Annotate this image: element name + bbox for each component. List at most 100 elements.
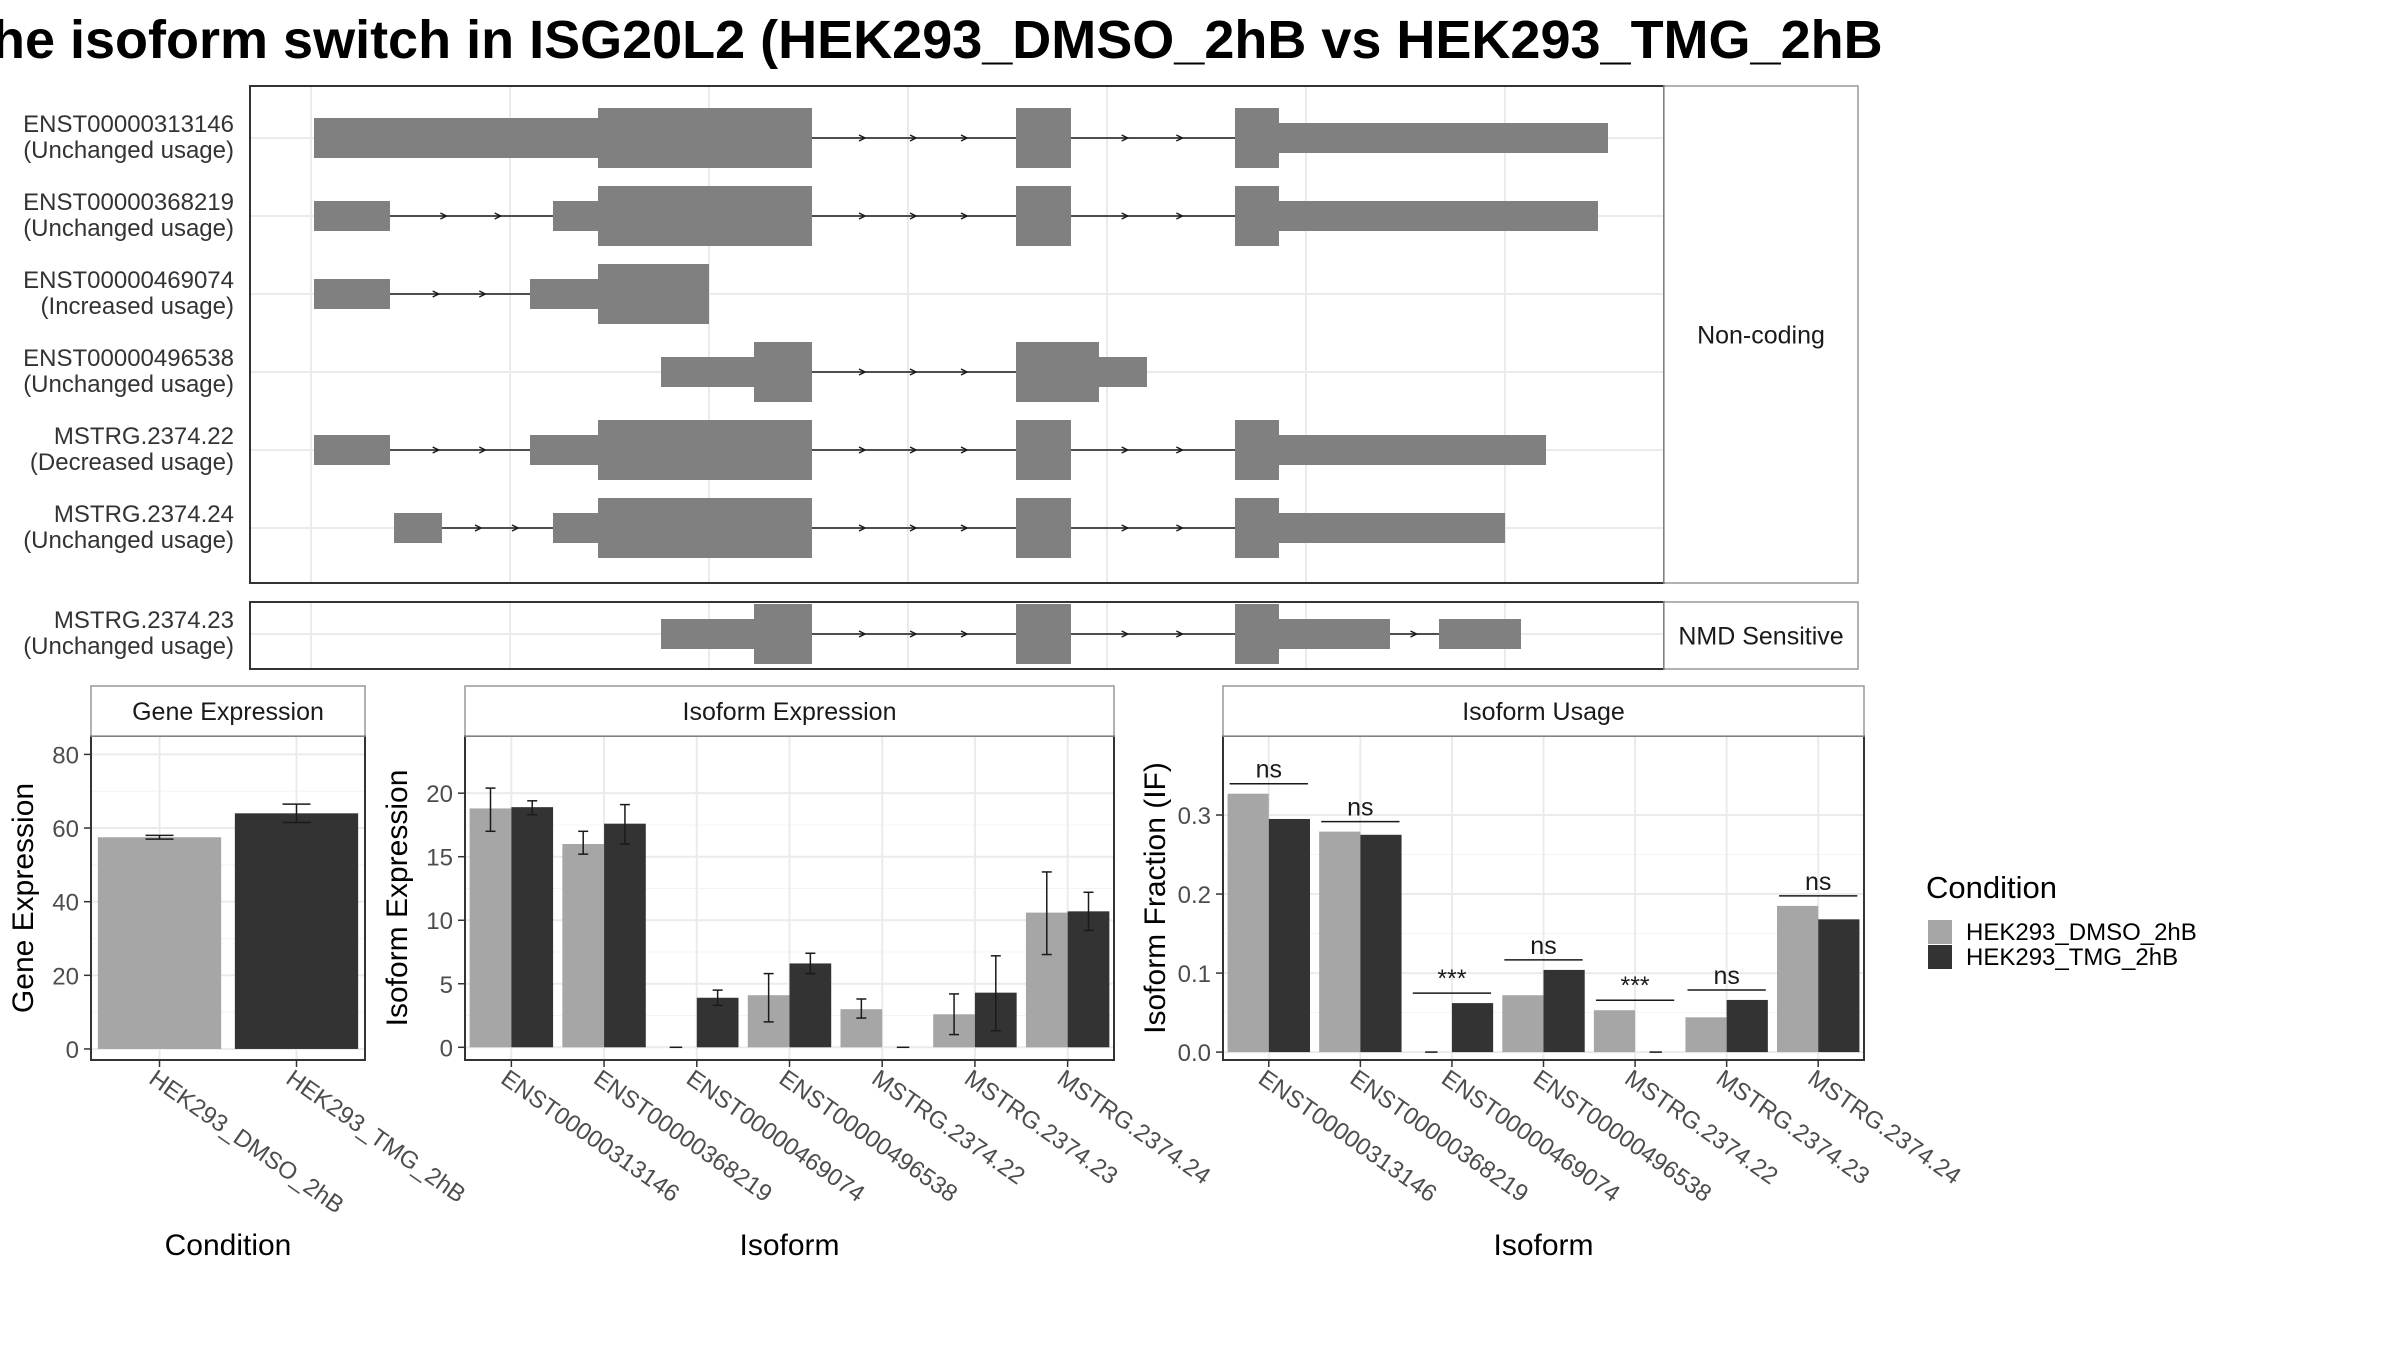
exon-block [754, 604, 812, 664]
y-tick-label: 60 [52, 816, 79, 843]
intron-arrow [1175, 630, 1185, 638]
transcript-row: MSTRG.2374.24(Unchanged usage) [23, 498, 1505, 558]
panel-strip [1222, 685, 1865, 737]
transcript-id-label: ENST00000368219 [23, 189, 234, 216]
y-tick-label: 20 [426, 781, 453, 808]
exon-block [1235, 186, 1279, 246]
intron-arrow [909, 524, 918, 532]
intron-arrow [858, 630, 867, 638]
intron-arrow [960, 212, 969, 220]
x-axis-title: Isoform [739, 1229, 839, 1262]
exon-block [598, 186, 812, 246]
exon-block [530, 279, 598, 309]
transcript-usage-label: (Unchanged usage) [23, 371, 234, 398]
transcript-usage-label: (Unchanged usage) [23, 137, 234, 164]
structure-strip-label: Non-coding [1697, 322, 1825, 350]
intron-arrow [439, 212, 449, 220]
exon-block [1235, 420, 1279, 480]
intron-arrow [511, 524, 520, 532]
intron-arrow [432, 446, 441, 454]
intron-arrow [909, 630, 918, 638]
y-tick-label: 0.0 [1178, 1040, 1211, 1067]
transcript-usage-label: (Unchanged usage) [23, 215, 234, 242]
transcript-row: ENST00000496538(Unchanged usage) [23, 342, 1147, 402]
intron-arrow [1121, 134, 1130, 142]
significance-label: ns [1347, 794, 1373, 822]
transcript-id-label: MSTRG.2374.24 [54, 501, 234, 528]
structure-strip-label: NMD Sensitive [1678, 623, 1843, 651]
exon-block [1016, 108, 1071, 168]
exon-block [1016, 342, 1099, 402]
bar [234, 813, 359, 1049]
intron-arrow [960, 524, 969, 532]
exon-block [1099, 357, 1147, 387]
exon-block [754, 342, 812, 402]
bar-tmg [1818, 919, 1860, 1053]
intron-arrow [960, 368, 969, 376]
exon-block [1235, 604, 1279, 664]
x-axis-title: Isoform [1493, 1229, 1593, 1262]
bar-dmso [469, 808, 512, 1048]
exon-block [661, 619, 754, 649]
x-tick-label: MSTRG.2374.23 [959, 1065, 1122, 1190]
legend-entry-label: HEK293_DMSO_2hB [1966, 919, 2197, 946]
transcript-id-label: ENST00000469074 [23, 267, 234, 294]
significance-label: *** [1437, 965, 1466, 993]
transcript-usage-label: (Unchanged usage) [23, 633, 234, 660]
y-tick-label: 5 [440, 972, 453, 999]
significance-label: ns [1256, 756, 1282, 784]
exon-block [1235, 108, 1279, 168]
intron-arrow [1175, 134, 1185, 142]
intron-arrow [1121, 212, 1130, 220]
exon-block [1279, 201, 1598, 231]
y-tick-label: 0 [66, 1037, 79, 1064]
y-tick-label: 0.3 [1178, 803, 1211, 830]
exon-block [1016, 420, 1071, 480]
y-tick-label: 80 [52, 742, 79, 769]
intron-arrow [960, 134, 969, 142]
exon-block [314, 118, 598, 158]
exon-block [1235, 498, 1279, 558]
intron-arrow [1175, 212, 1185, 220]
y-tick-label: 20 [52, 963, 79, 990]
bar-dmso [1227, 793, 1269, 1053]
transcript-usage-label: (Unchanged usage) [23, 527, 234, 554]
transcript-id-label: MSTRG.2374.23 [54, 607, 234, 634]
intron-arrow [432, 290, 441, 298]
bar [97, 837, 222, 1049]
intron-arrow [858, 446, 867, 454]
bar-dmso [1777, 905, 1819, 1053]
exon-block [1279, 619, 1390, 649]
exon-block [1016, 186, 1071, 246]
isoform-usage-panel: ns ns *** ns *** ns ns Isoform Usage 0.0 0.1 0.2 0.… [1139, 685, 1966, 1262]
significance-label: *** [1620, 972, 1649, 1000]
transcript-usage-label: (Decreased usage) [30, 449, 234, 476]
intron-arrow [960, 630, 969, 638]
exon-block [661, 357, 754, 387]
exon-block [598, 498, 812, 558]
panel-strip [90, 685, 366, 737]
panel-strip-title: Isoform Expression [683, 698, 897, 726]
intron-arrow [478, 290, 488, 298]
y-axis-title: Gene Expression [7, 783, 40, 1013]
intron-arrow [960, 446, 969, 454]
transcript-id-label: MSTRG.2374.22 [54, 423, 234, 450]
x-tick-label: MSTRG.2374.22 [1620, 1065, 1783, 1190]
intron-arrow [909, 368, 918, 376]
intron-arrow [858, 524, 867, 532]
exon-block [598, 420, 812, 480]
legend-swatch-1 [1928, 945, 1952, 969]
x-axis-title: Condition [165, 1229, 292, 1262]
significance-label: ns [1713, 962, 1739, 990]
exon-block [1016, 498, 1071, 558]
bar-dmso [1593, 1010, 1636, 1053]
transcript-row: ENST00000368219(Unchanged usage) [23, 186, 1598, 246]
exon-block [314, 201, 390, 231]
intron-arrow [1121, 446, 1130, 454]
exon-block [1016, 604, 1071, 664]
exon-block [314, 435, 390, 465]
bar-tmg [1360, 834, 1402, 1053]
y-tick-label: 0 [440, 1035, 453, 1062]
intron-arrow [909, 134, 918, 142]
